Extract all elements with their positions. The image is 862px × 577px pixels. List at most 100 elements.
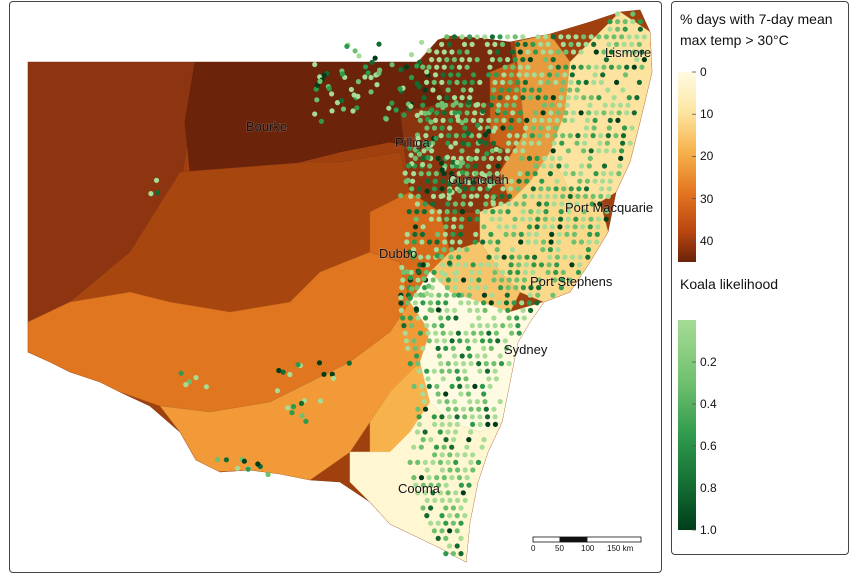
temperature-tick-label: 20 xyxy=(700,149,714,164)
koala-point xyxy=(428,119,434,125)
koala-point xyxy=(435,391,441,397)
koala-point xyxy=(456,49,463,55)
koala-point xyxy=(629,125,635,131)
koala-point xyxy=(570,171,576,177)
koala-point xyxy=(424,125,430,131)
koala-point xyxy=(550,57,556,63)
koala-point xyxy=(590,133,596,139)
koala-point xyxy=(591,79,597,85)
koala-point xyxy=(440,178,446,184)
koala-point xyxy=(497,353,503,359)
koala-point xyxy=(559,277,566,283)
koala-point xyxy=(530,269,536,275)
koala-point xyxy=(516,262,522,268)
koala-point xyxy=(429,57,435,63)
koala-point xyxy=(483,201,489,207)
koala-point xyxy=(464,338,470,344)
koala-point xyxy=(557,224,563,230)
koala-point xyxy=(455,467,461,473)
koala-point xyxy=(641,57,648,63)
koala-point xyxy=(601,110,607,116)
koala-point xyxy=(481,345,487,351)
koala-point xyxy=(506,361,512,367)
koala-point xyxy=(468,406,474,412)
koala-point xyxy=(454,513,460,519)
koala-point xyxy=(340,106,347,112)
koala-point xyxy=(440,72,446,78)
koala-point xyxy=(603,216,609,222)
koala-point xyxy=(496,155,502,161)
koala-point xyxy=(452,353,458,359)
koala-point xyxy=(558,209,564,215)
koala-point xyxy=(423,269,430,275)
koala-point xyxy=(435,102,441,108)
koala-point xyxy=(425,330,431,336)
koala-point xyxy=(624,110,630,116)
scale-label-0: 0 xyxy=(531,544,536,553)
koala-point xyxy=(608,49,615,55)
koala-point xyxy=(446,368,453,374)
koala-point xyxy=(529,193,535,199)
koala-point xyxy=(426,171,432,177)
koala-point xyxy=(464,383,470,389)
label-port-macquarie: Port Macquarie xyxy=(565,200,653,215)
koala-point xyxy=(474,216,480,222)
koala-point xyxy=(404,231,410,237)
koala-point xyxy=(574,87,580,93)
koala-point xyxy=(459,216,465,222)
koala-point xyxy=(443,437,449,443)
koala-point xyxy=(631,110,637,116)
koala-point xyxy=(495,163,501,169)
koala-point xyxy=(506,133,513,139)
koala-point xyxy=(490,194,496,200)
koala-point xyxy=(567,193,573,199)
koala-point xyxy=(557,155,563,161)
koala-point xyxy=(543,57,549,63)
koala-point xyxy=(482,209,488,215)
koala-point xyxy=(437,429,443,435)
koala-point xyxy=(517,64,523,70)
koala-point xyxy=(587,102,593,108)
koala-point xyxy=(488,102,494,108)
koala-point xyxy=(449,444,455,450)
koala-point xyxy=(498,285,504,291)
koala-point xyxy=(582,193,589,199)
koala-point xyxy=(424,262,431,268)
koala-point xyxy=(153,177,160,183)
label-bourke: Bourke xyxy=(246,119,287,134)
koala-point xyxy=(558,34,564,40)
koala-point xyxy=(466,180,472,186)
koala-point xyxy=(527,292,533,298)
koala-point xyxy=(467,57,473,63)
koala-point xyxy=(450,224,457,230)
koala-point xyxy=(471,330,477,336)
koala-point xyxy=(478,117,484,123)
koala-point xyxy=(468,156,474,162)
koala-point xyxy=(618,155,624,161)
koala-point xyxy=(560,41,566,48)
koala-point xyxy=(422,87,428,93)
koala-point xyxy=(591,41,597,48)
koala-point xyxy=(287,371,293,378)
koala-point xyxy=(483,361,489,367)
koala-point xyxy=(446,414,453,420)
koala-point xyxy=(546,72,553,78)
koala-point xyxy=(420,155,426,161)
koala-point xyxy=(503,345,510,351)
koala-point xyxy=(481,102,487,108)
koala-point xyxy=(641,34,648,40)
koala-point xyxy=(352,48,358,54)
koala-point xyxy=(416,368,422,374)
koala-point xyxy=(564,224,571,230)
koala-point xyxy=(549,224,555,230)
koala-point xyxy=(399,264,405,271)
koala-point xyxy=(622,19,628,25)
koala-point xyxy=(416,414,422,420)
koala-point xyxy=(398,307,404,313)
koala-point xyxy=(409,286,415,292)
koala-point xyxy=(350,108,356,114)
koala-point xyxy=(502,64,508,70)
koala-point xyxy=(425,178,431,184)
koala-point xyxy=(362,74,368,80)
koala-point xyxy=(477,368,483,374)
